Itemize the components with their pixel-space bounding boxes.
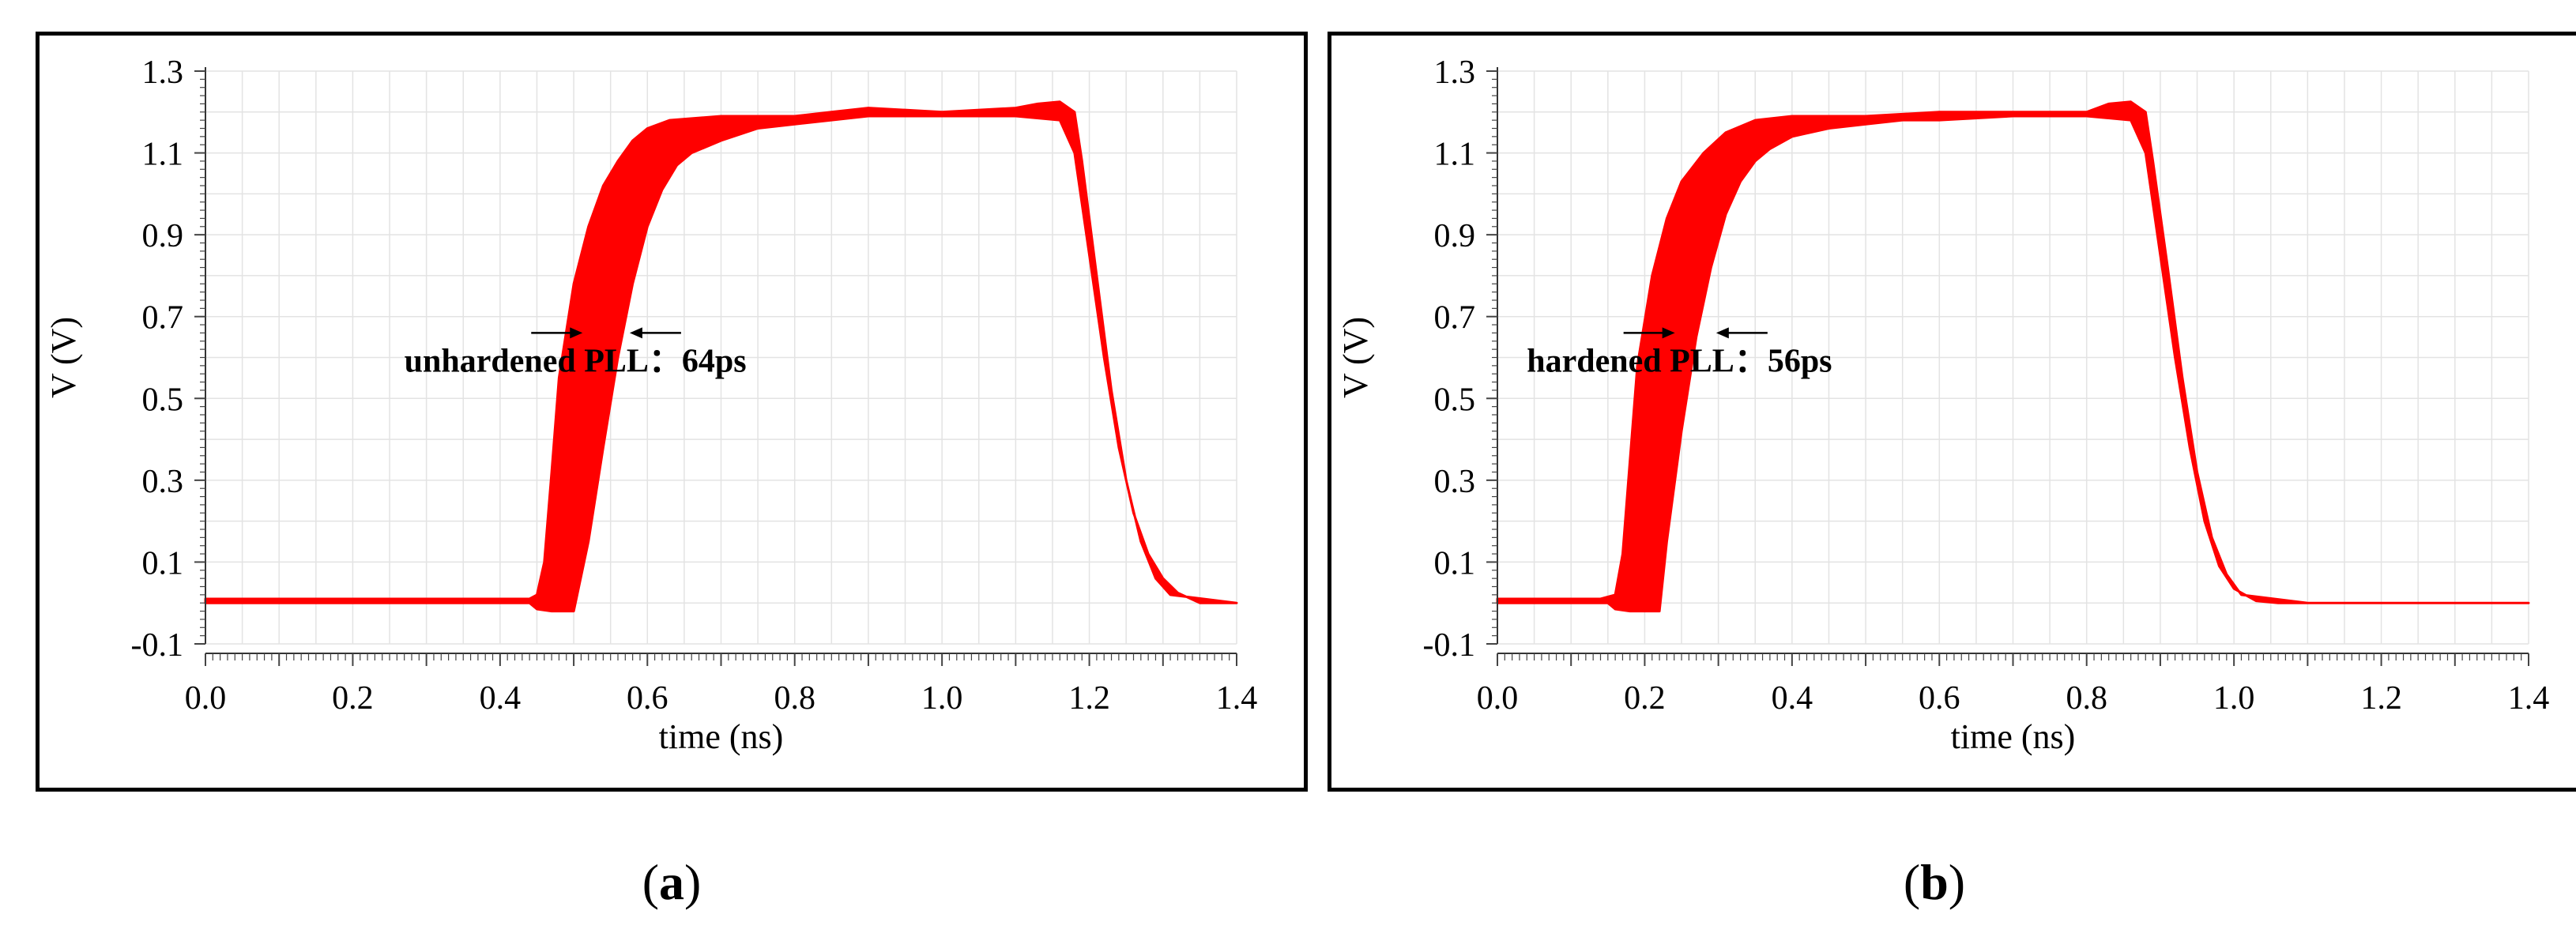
y-tick-label: 0.9 xyxy=(1434,218,1476,254)
jitter-annotation: hardened PLL：56ps xyxy=(1527,344,1832,380)
panel-label-b: b xyxy=(1920,854,1949,910)
x-tick-label: 1.4 xyxy=(2508,680,2550,717)
waveform-band xyxy=(204,100,1238,613)
jitter-arrows xyxy=(531,327,681,339)
x-axis-label: time (ns) xyxy=(1951,717,2076,756)
y-tick-label: 0.5 xyxy=(1434,382,1476,418)
x-tick-label: 0.4 xyxy=(480,680,522,717)
y-axis-label: V (V) xyxy=(1336,317,1375,398)
y-tick-label: -0.1 xyxy=(1423,627,1476,664)
x-axis-label: time (ns) xyxy=(659,717,784,756)
y-tick-label: 1.1 xyxy=(1434,137,1476,173)
chart-b-svg: 1.3 1.1 0.9 0.7 0.5 0.3 0.1 -0.10.0 0.2 0.4 0.6 0.8… xyxy=(1336,55,2550,756)
y-tick-label: 0.3 xyxy=(142,464,184,500)
x-tick-label: 1.4 xyxy=(1216,680,1258,717)
y-tick-label: 1.3 xyxy=(142,55,184,91)
jitter-arrowhead-right xyxy=(1715,327,1729,339)
y-tick-label: 1.3 xyxy=(1434,55,1476,91)
panel-label-a: a xyxy=(659,854,684,910)
y-tick-label: 0.7 xyxy=(142,300,184,337)
x-tick-label: 1.0 xyxy=(921,680,963,717)
x-tick-label: 0.6 xyxy=(627,680,668,717)
waveform-band xyxy=(1496,100,2530,613)
panel-caption-a: (a) xyxy=(642,854,702,910)
x-minor-ticks xyxy=(1497,653,2529,666)
x-tick-label: 1.2 xyxy=(1068,680,1110,717)
x-tick-label: 1.2 xyxy=(2360,680,2402,717)
x-tick-label: 0.4 xyxy=(1772,680,1813,717)
x-tick-label: 1.0 xyxy=(2213,680,2255,717)
jitter-arrowhead-right xyxy=(629,327,642,339)
y-minor-ticks xyxy=(194,70,205,645)
x-tick-label: 0.0 xyxy=(185,680,227,717)
y-tick-label: 0.1 xyxy=(142,545,184,581)
y-tick-label: 0.9 xyxy=(142,218,184,254)
jitter-annotation: unhardened PLL：64ps xyxy=(405,344,747,380)
jitter-arrows xyxy=(1623,327,1768,339)
y-tick-label: 1.1 xyxy=(142,137,184,173)
y-axis-label: V (V) xyxy=(44,317,83,398)
y-tick-label: 0.7 xyxy=(1434,300,1476,337)
x-tick-label: 0.2 xyxy=(1624,680,1666,717)
panel-caption-b: (b) xyxy=(1903,854,1966,910)
x-tick-label: 0.6 xyxy=(1919,680,1960,717)
x-tick-label: 0.8 xyxy=(2066,680,2107,717)
chart-a-svg: 1.3 1.1 0.9 0.7 0.5 0.3 0.1 -0.10.0 0.2 0.4 0.6 0.8… xyxy=(44,55,1258,756)
x-tick-label: 0.0 xyxy=(1477,680,1519,717)
x-minor-ticks xyxy=(205,653,1237,666)
y-tick-label: 0.1 xyxy=(1434,545,1476,581)
chart-panel-b: 1.3 1.1 0.9 0.7 0.5 0.3 0.1 -0.1 0.0 0.2 0.4 0.6 0.8… xyxy=(1328,32,2576,792)
x-tick-label: 0.2 xyxy=(332,680,374,717)
y-tick-label: 0.5 xyxy=(142,382,184,418)
x-tick-label: 0.8 xyxy=(774,680,815,717)
y-tick-label: 0.3 xyxy=(1434,464,1476,500)
y-tick-label: -0.1 xyxy=(131,627,184,664)
jitter-arrowhead-left xyxy=(570,327,583,339)
chart-panel-a: 1.3 1.1 0.9 0.7 0.5 0.3 0.1 -0.1 0.0 0.2 0.4 0.6 0.8… xyxy=(36,32,1308,792)
grid xyxy=(205,70,1237,645)
y-minor-ticks xyxy=(1486,70,1497,645)
jitter-arrowhead-left xyxy=(1662,327,1675,339)
